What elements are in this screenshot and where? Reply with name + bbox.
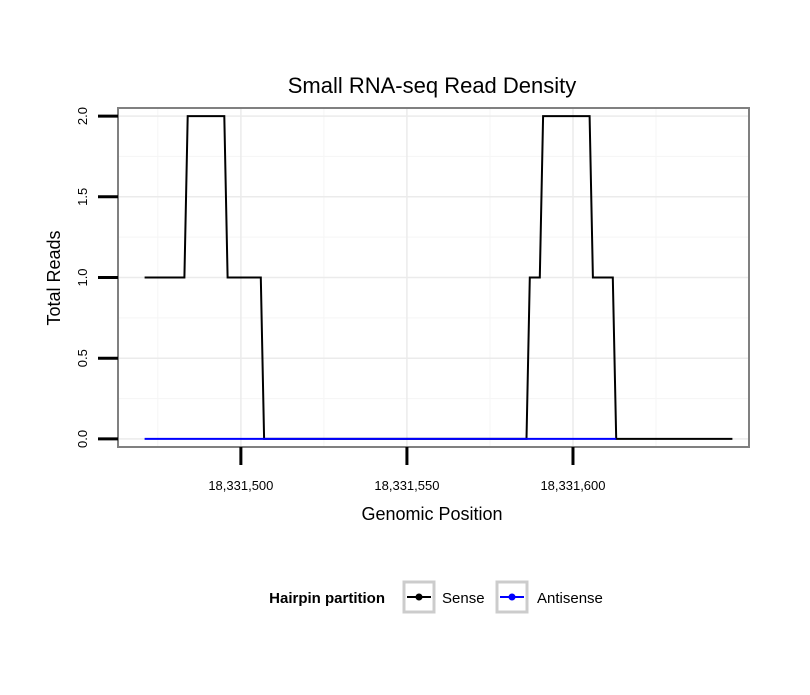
x-tick-label: 18,331,500	[208, 478, 273, 493]
legend-title: Hairpin partition	[269, 590, 385, 607]
legend-item-antisense: Antisense	[495, 580, 603, 614]
y-tick-label: 0.0	[75, 430, 90, 448]
y-tick-label: 1.5	[75, 188, 90, 206]
legend-label-antisense: Antisense	[537, 590, 603, 607]
series-line-sense	[144, 115, 733, 440]
x-axis-label: Genomic Position	[361, 504, 502, 524]
y-axis-label: Total Reads	[44, 230, 64, 325]
y-axis: 0.0 0.5 1.0 1.5 2.0	[75, 107, 118, 448]
y-tick-label: 0.5	[75, 349, 90, 367]
legend-item-sense: Sense	[402, 580, 485, 614]
legend-dot-antisense	[508, 593, 516, 601]
y-tick-label: 1.0	[75, 268, 90, 286]
series-layer	[144, 115, 733, 440]
legend: Hairpin partition Sense Antisense	[269, 580, 603, 614]
legend-dot-sense	[415, 593, 423, 601]
x-tick-label: 18,331,550	[374, 478, 439, 493]
x-axis: 18,331,500 18,331,550 18,331,600	[208, 447, 606, 493]
legend-label-sense: Sense	[442, 590, 485, 607]
y-tick-label: 2.0	[75, 107, 90, 125]
chart-title: Small RNA-seq Read Density	[288, 73, 577, 98]
x-tick-label: 18,331,600	[540, 478, 605, 493]
